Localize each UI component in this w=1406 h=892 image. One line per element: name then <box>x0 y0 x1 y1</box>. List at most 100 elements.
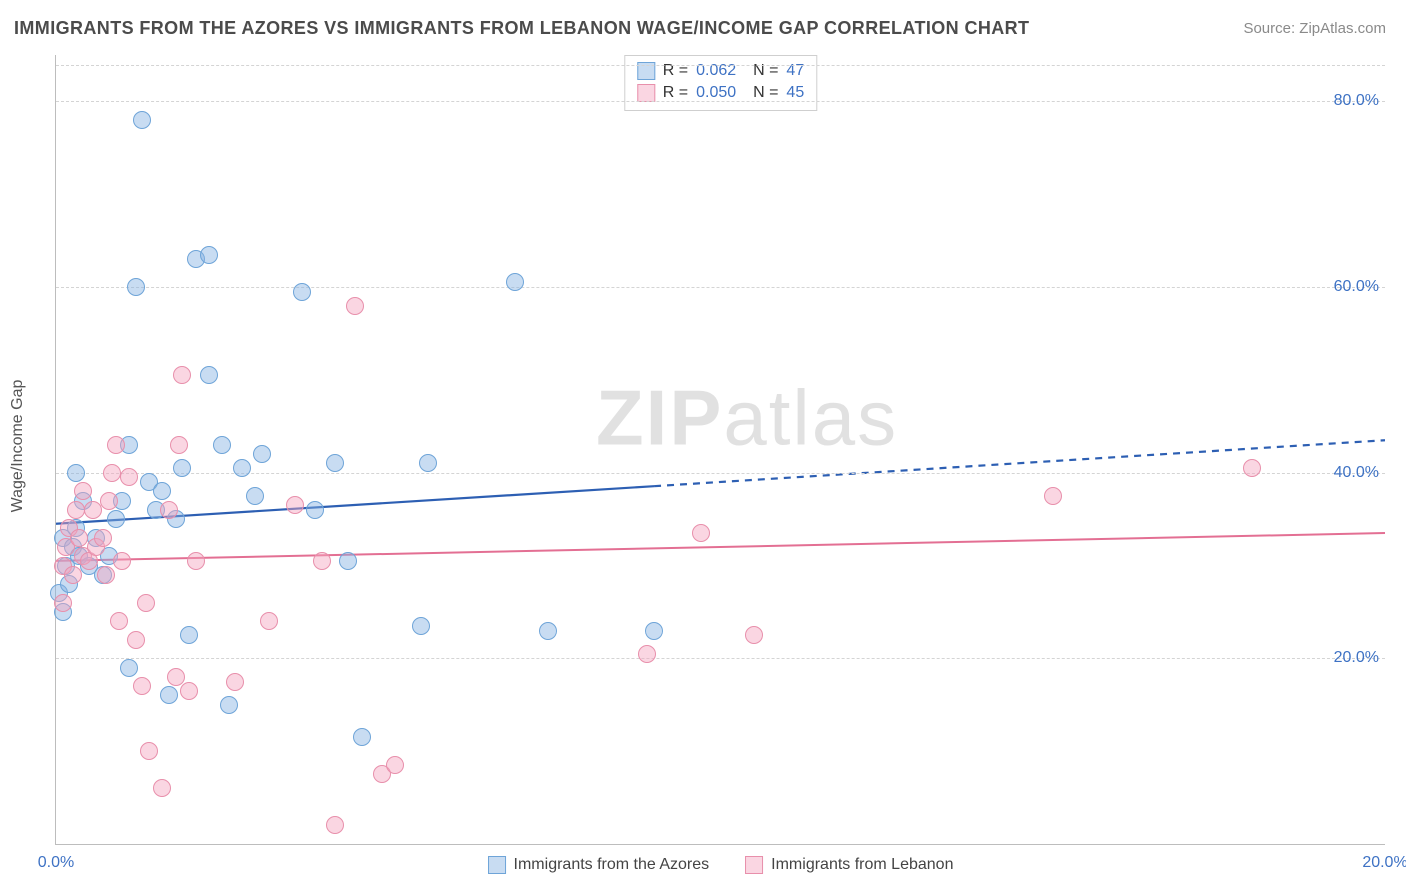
data-point-azores <box>293 283 311 301</box>
data-point-lebanon <box>84 501 102 519</box>
legend-label: Immigrants from the Azores <box>514 856 710 874</box>
data-point-lebanon <box>113 552 131 570</box>
data-point-lebanon <box>745 626 763 644</box>
legend-n-label: N = <box>744 60 778 82</box>
data-point-lebanon <box>110 612 128 630</box>
data-point-lebanon <box>153 779 171 797</box>
data-point-lebanon <box>137 594 155 612</box>
grid-line <box>56 101 1385 102</box>
y-axis-label: Wage/Income Gap <box>9 380 27 513</box>
data-point-azores <box>419 454 437 472</box>
data-point-lebanon <box>80 552 98 570</box>
x-tick-label: 0.0% <box>38 854 74 872</box>
legend-n-value: 47 <box>786 60 804 82</box>
data-point-lebanon <box>260 612 278 630</box>
data-point-lebanon <box>1243 459 1261 477</box>
data-point-lebanon <box>386 756 404 774</box>
data-point-lebanon <box>638 645 656 663</box>
chart-title: IMMIGRANTS FROM THE AZORES VS IMMIGRANTS… <box>14 18 1029 39</box>
data-point-lebanon <box>64 566 82 584</box>
data-point-azores <box>120 659 138 677</box>
data-point-azores <box>220 696 238 714</box>
y-tick-label: 20.0% <box>1334 649 1379 667</box>
source-label: Source: ZipAtlas.com <box>1243 20 1386 37</box>
data-point-lebanon <box>173 366 191 384</box>
data-point-azores <box>200 366 218 384</box>
data-point-lebanon <box>226 673 244 691</box>
data-point-lebanon <box>54 594 72 612</box>
data-point-lebanon <box>346 297 364 315</box>
data-point-azores <box>326 454 344 472</box>
data-point-azores <box>246 487 264 505</box>
data-point-lebanon <box>313 552 331 570</box>
data-point-azores <box>113 492 131 510</box>
data-point-azores <box>645 622 663 640</box>
svg-layer <box>56 55 1385 844</box>
data-point-lebanon <box>127 631 145 649</box>
data-point-azores <box>100 547 118 565</box>
data-point-lebanon <box>97 566 115 584</box>
data-point-azores <box>539 622 557 640</box>
data-point-azores <box>80 557 98 575</box>
legend-item-azores: Immigrants from the Azores <box>488 856 710 874</box>
data-point-azores <box>133 111 151 129</box>
data-point-lebanon <box>133 677 151 695</box>
data-point-lebanon <box>94 529 112 547</box>
data-point-lebanon <box>187 552 205 570</box>
legend-swatch <box>488 856 506 874</box>
data-point-azores <box>60 575 78 593</box>
watermark: ZIPatlas <box>596 372 898 463</box>
data-point-azores <box>412 617 430 635</box>
data-point-azores <box>180 626 198 644</box>
y-tick-label: 40.0% <box>1334 464 1379 482</box>
data-point-lebanon <box>160 501 178 519</box>
data-point-lebanon <box>54 557 72 575</box>
data-point-azores <box>107 510 125 528</box>
data-point-lebanon <box>326 816 344 834</box>
data-point-azores <box>70 547 88 565</box>
data-point-lebanon <box>74 482 92 500</box>
data-point-azores <box>120 436 138 454</box>
data-point-lebanon <box>60 519 78 537</box>
data-point-azores <box>54 603 72 621</box>
data-point-azores <box>253 445 271 463</box>
legend-swatch <box>745 856 763 874</box>
data-point-lebanon <box>57 538 75 556</box>
data-point-lebanon <box>67 501 85 519</box>
data-point-azores <box>74 492 92 510</box>
data-point-azores <box>167 510 185 528</box>
grid-line <box>56 473 1385 474</box>
data-point-lebanon <box>373 765 391 783</box>
data-point-azores <box>233 459 251 477</box>
data-point-azores <box>57 557 75 575</box>
data-point-azores <box>353 728 371 746</box>
x-tick-label: 20.0% <box>1362 854 1406 872</box>
data-point-lebanon <box>120 468 138 486</box>
grid-line <box>56 658 1385 659</box>
data-point-lebanon <box>286 496 304 514</box>
data-point-azores <box>64 538 82 556</box>
legend-r-value: 0.062 <box>696 60 736 82</box>
data-point-azores <box>200 246 218 264</box>
data-point-lebanon <box>170 436 188 454</box>
data-point-azores <box>506 273 524 291</box>
data-point-lebanon <box>87 538 105 556</box>
plot-area: ZIPatlas R = 0.062 N = 47R = 0.050 N = 4… <box>55 55 1385 845</box>
data-point-azores <box>173 459 191 477</box>
data-point-azores <box>54 529 72 547</box>
data-point-azores <box>87 529 105 547</box>
data-point-lebanon <box>140 742 158 760</box>
data-point-azores <box>306 501 324 519</box>
data-point-lebanon <box>74 547 92 565</box>
data-point-azores <box>153 482 171 500</box>
grid-line <box>56 65 1385 66</box>
data-point-azores <box>147 501 165 519</box>
data-point-azores <box>50 584 68 602</box>
legend-swatch <box>637 84 655 102</box>
legend-stat-row-azores: R = 0.062 N = 47 <box>637 60 804 82</box>
y-tick-label: 60.0% <box>1334 278 1379 296</box>
data-point-azores <box>94 566 112 584</box>
legend-stats: R = 0.062 N = 47R = 0.050 N = 45 <box>624 55 817 111</box>
data-point-lebanon <box>70 529 88 547</box>
chart-container: IMMIGRANTS FROM THE AZORES VS IMMIGRANTS… <box>0 0 1406 892</box>
